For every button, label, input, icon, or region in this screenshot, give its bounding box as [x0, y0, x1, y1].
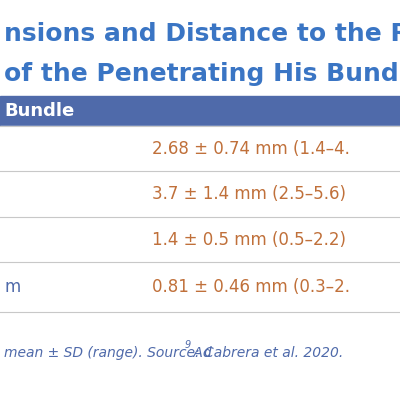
Text: of the Penetrating His Bundl: of the Penetrating His Bundl [4, 62, 400, 86]
Text: m: m [4, 278, 20, 296]
Text: 3.7 ± 1.4 mm (2.5–5.6): 3.7 ± 1.4 mm (2.5–5.6) [152, 185, 346, 203]
Text: 0.81 ± 0.46 mm (0.3–2.: 0.81 ± 0.46 mm (0.3–2. [152, 278, 350, 296]
Text: 9: 9 [184, 340, 190, 350]
Text: mean ± SD (range). Source: Cabrera et al. 2020.: mean ± SD (range). Source: Cabrera et al… [4, 346, 343, 360]
Text: 1.4 ± 0.5 mm (0.5–2.2): 1.4 ± 0.5 mm (0.5–2.2) [152, 230, 346, 248]
Text: Ad: Ad [189, 346, 212, 360]
Text: 2.68 ± 0.74 mm (1.4–4.: 2.68 ± 0.74 mm (1.4–4. [152, 140, 350, 158]
Text: nsions and Distance to the Ri: nsions and Distance to the Ri [4, 22, 400, 46]
Text: Bundle: Bundle [4, 102, 74, 120]
